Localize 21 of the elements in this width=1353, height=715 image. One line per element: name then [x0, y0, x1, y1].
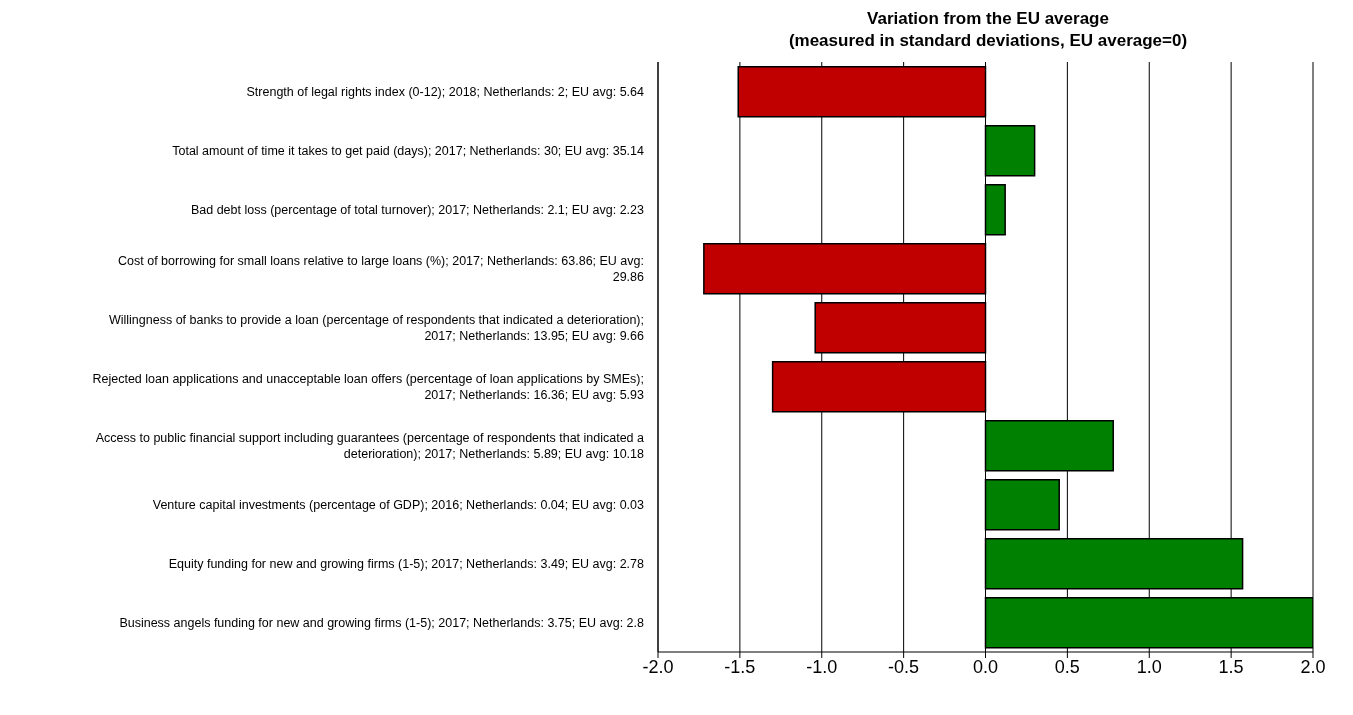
- x-tick-label: -2.0: [642, 656, 674, 677]
- x-tick-label: 1.0: [1136, 656, 1162, 677]
- y-tick-label: Willingness of banks to provide a loan (percentage of respondents that indicated a deterioration); 2017; Netherlands: 13.95; EU avg: 9.66: [108, 312, 645, 343]
- y-tick-label: Business angels funding for new and growing firms (1-5); 2017; Netherlands: 3.75; EU avg: 2.8: [119, 615, 645, 630]
- x-tick-label: -0.5: [888, 656, 920, 677]
- x-tick-label: 0.0: [972, 656, 999, 677]
- y-tick-label: Venture capital investments (percentage of GDP); 2016; Netherlands: 0.04; EU avg: 0.03: [152, 497, 645, 512]
- y-tick-label: Bad debt loss (percentage of total turnover); 2017; Netherlands: 2.1; EU avg: 2.23: [190, 202, 645, 217]
- y-tick-label: Strength of legal rights index (0-12); 2018; Netherlands: 2; EU avg: 5.64: [246, 84, 645, 99]
- y-tick-label: Total amount of time it takes to get paid (days); 2017; Netherlands: 30; EU avg: 35.14: [172, 143, 645, 158]
- y-tick-label: Access to public financial support including guarantees (percentage of respondents that indicated a deterioration); 2017; Netherlands: 5.89; EU avg: 10.18: [95, 430, 645, 461]
- y-tick-label: Equity funding for new and growing firms (1-5); 2017; Netherlands: 3.49; EU avg: 2.78: [168, 556, 645, 571]
- chart-title: Variation from the EU average: [866, 8, 1110, 30]
- x-tick-label: 1.5: [1218, 656, 1244, 677]
- x-tick-label: -1.0: [806, 656, 838, 677]
- x-tick-label: 2.0: [1300, 656, 1326, 677]
- chart-subtitle: (measured in standard deviations, EU average=0): [787, 30, 1189, 52]
- x-tick-label: -1.5: [724, 656, 756, 677]
- y-tick-label: Rejected loan applications and unacceptable loan offers (percentage of loan applications by SMEs); 2017; Netherlands: 16.36; EU avg: 5.93: [92, 371, 645, 402]
- y-tick-label: Cost of borrowing for small loans relative to large loans (%); 2017; Netherlands: 63.86; EU avg: 29.86: [118, 253, 645, 284]
- x-tick-label: 0.5: [1054, 656, 1080, 677]
